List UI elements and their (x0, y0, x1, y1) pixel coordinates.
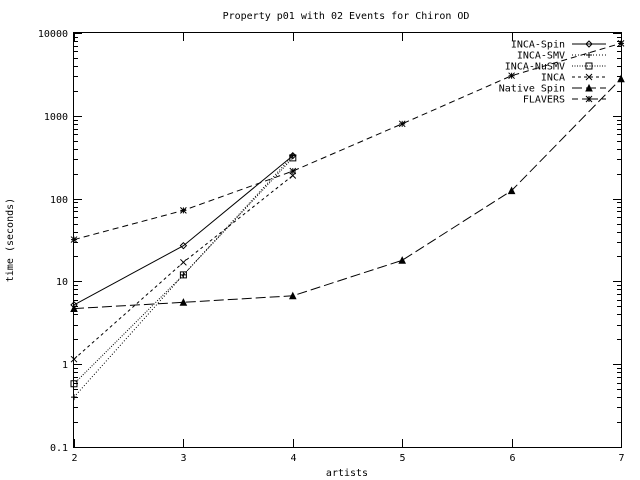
series-inca-spin (70, 151, 297, 309)
legend-marker-inca-smv (586, 52, 592, 58)
series-inca-nusmv (70, 154, 297, 388)
series-inca-smv (71, 152, 296, 401)
series-flavers (70, 39, 625, 243)
data-point-flavers (508, 72, 515, 80)
legend-marker-inca-spin (585, 40, 593, 48)
data-point-inca (70, 355, 78, 363)
legend-label-inca-spin: INCA-Spin (511, 40, 565, 51)
data-point-native-spin (507, 186, 516, 195)
data-point-native-spin (617, 74, 625, 83)
legend-label-inca: INCA (541, 73, 565, 84)
data-point-inca-smv (289, 152, 296, 159)
data-point-flavers (70, 236, 78, 243)
y-tick-label: 1000 (44, 112, 68, 123)
y-tick-label: 10000 (38, 29, 68, 40)
series-line-flavers (73, 42, 622, 241)
series-line-inca-spin (73, 155, 294, 306)
data-point-native-spin (179, 298, 188, 306)
series-layer (70, 39, 625, 401)
legend-label-inca-nusmv: INCA-NuSMV (505, 62, 565, 73)
data-point-flavers (180, 207, 187, 214)
data-point-native-spin (288, 291, 297, 300)
x-tick-label: 7 (618, 453, 624, 464)
data-point-inca-smv (71, 394, 77, 401)
series-line-inca (73, 175, 294, 360)
series-line-native-spin (73, 78, 622, 310)
series-line-inca-smv (73, 155, 294, 398)
data-point-native-spin (70, 304, 78, 313)
data-point-flavers (398, 120, 406, 128)
x-axis: 2 3 4 5 6 7 (71, 33, 625, 464)
y-tick-label: 1 (62, 360, 68, 371)
y-tick-label: 0.1 (50, 443, 68, 454)
x-tick-label: 2 (71, 453, 77, 464)
x-tick-label: 6 (509, 453, 515, 464)
legend-marker-flavers (585, 95, 593, 103)
x-tick-label: 4 (290, 453, 296, 464)
legend-label-flavers: FLAVERS (523, 95, 565, 106)
data-point-inca-nusmv (289, 154, 297, 162)
data-point-native-spin (398, 256, 407, 264)
data-point-inca-smv (180, 271, 187, 278)
data-point-flavers (289, 167, 297, 175)
data-point-inca (180, 258, 187, 266)
y-axis-label: time (seconds) (5, 198, 16, 282)
data-point-inca-nusmv (70, 380, 78, 388)
chart-title: Property p01 with 02 Events for Chiron O… (223, 11, 470, 22)
legend-label-inca-smv: INCA-SMV (517, 51, 565, 62)
legend-label-native-spin: Native Spin (499, 84, 565, 95)
data-point-flavers (617, 39, 625, 47)
data-point-inca-spin (179, 241, 188, 250)
legend-marker-inca-nusmv (585, 62, 593, 70)
series-native-spin (70, 74, 625, 313)
x-tick-label: 5 (399, 453, 405, 464)
y-tick-label: 10 (56, 277, 68, 288)
x-axis-label: artists (326, 468, 368, 479)
y-tick-label: 100 (50, 195, 68, 206)
x-tick-label: 3 (180, 453, 186, 464)
series-inca (70, 172, 297, 363)
data-point-inca-nusmv (179, 271, 187, 279)
series-line-inca-nusmv (73, 157, 294, 385)
legend-marker-inca (585, 73, 593, 81)
legend-marker-native-spin (585, 83, 593, 92)
